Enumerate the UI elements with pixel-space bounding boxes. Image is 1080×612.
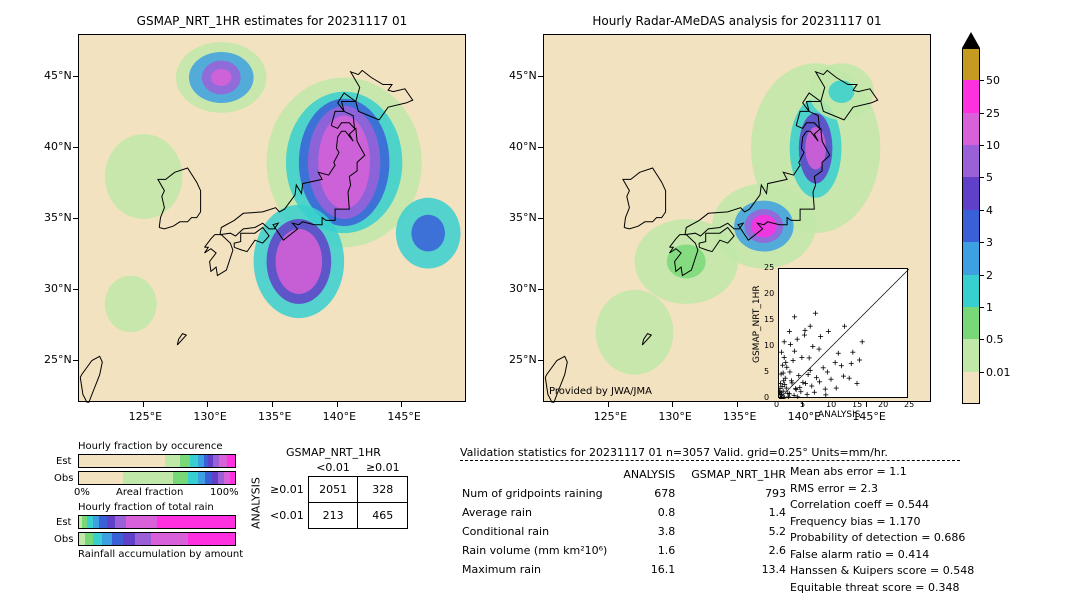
contingency-table-wrap: GSMAP_NRT_1HR<0.01≥0.01ANALYSIS≥0.012051… [246, 446, 381, 459]
metric-line: Frequency bias = 1.170 [790, 514, 974, 531]
tot-est-lbl: Est [56, 517, 71, 528]
tot-obs-bar [78, 532, 236, 546]
metric-line: Mean abs error = 1.1 [790, 464, 974, 481]
validation-table: ANALYSISGSMAP_NRT_1HRNum of gridpoints r… [460, 464, 802, 580]
metric-line: Equitable threat score = 0.348 [790, 580, 974, 597]
left-map-title: GSMAP_NRT_1HR estimates for 20231117 01 [78, 14, 466, 28]
acc-title: Rainfall accumulation by amount [78, 549, 243, 560]
metric-line: Hanssen & Kuipers score = 0.548 [790, 563, 974, 580]
provider-text: Provided by JWA/JMA [549, 386, 652, 397]
metric-line: RMS error = 2.3 [790, 481, 974, 498]
right-map-title: Hourly Radar-AMeDAS analysis for 2023111… [543, 14, 931, 28]
metrics-list: Mean abs error = 1.1RMS error = 2.3Corre… [790, 464, 974, 596]
areal-lbl: Areal fraction [116, 487, 183, 498]
tot-obs-lbl: Obs [54, 534, 73, 545]
validation-rule [460, 460, 960, 461]
occ-obs-bar [78, 471, 236, 485]
tot-title: Hourly fraction of total rain [78, 502, 214, 513]
metric-line: Probability of detection = 0.686 [790, 530, 974, 547]
validation-title: Validation statistics for 20231117 01 n=… [460, 446, 888, 459]
colorbar [962, 32, 980, 404]
pct0: 0% [74, 487, 90, 498]
metric-line: False alarm ratio = 0.414 [790, 547, 974, 564]
metric-line: Correlation coeff = 0.544 [790, 497, 974, 514]
pct100: 100% [210, 487, 239, 498]
occ-est-bar [78, 454, 236, 468]
occ-est-lbl: Est [56, 456, 71, 467]
left-map-panel [78, 34, 466, 402]
occ-obs-lbl: Obs [54, 473, 73, 484]
tot-est-bar [78, 515, 236, 529]
scatter-inset [778, 268, 908, 398]
occ-title: Hourly fraction by occurence [78, 441, 222, 452]
